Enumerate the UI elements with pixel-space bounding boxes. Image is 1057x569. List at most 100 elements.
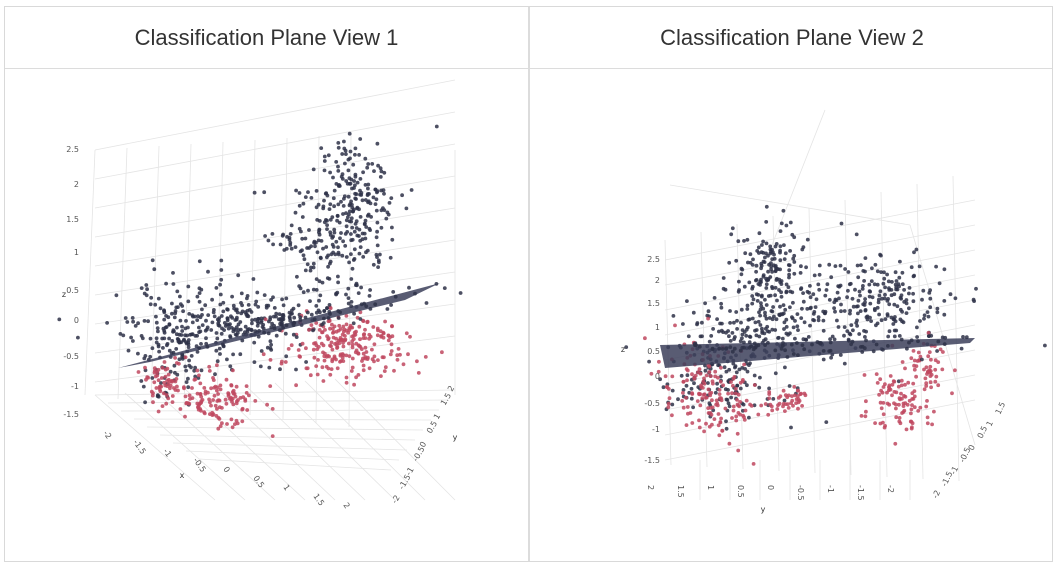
data-point-dark xyxy=(195,294,200,299)
data-point-dark xyxy=(808,323,812,328)
data-point-dark xyxy=(893,270,898,275)
data-point-dark xyxy=(770,327,775,332)
data-point-red xyxy=(892,401,896,406)
data-point-dark xyxy=(268,317,272,322)
data-point-dark xyxy=(780,312,785,317)
data-point-dark xyxy=(796,353,800,357)
data-point-red xyxy=(230,425,235,430)
data-point-red xyxy=(210,410,215,415)
data-point-dark xyxy=(722,365,727,370)
data-point-dark xyxy=(863,335,867,339)
data-point-dark xyxy=(915,325,919,330)
data-point-dark xyxy=(911,291,915,296)
data-point-dark xyxy=(804,338,809,342)
data-point-dark xyxy=(767,386,771,391)
data-point-dark xyxy=(164,325,169,329)
data-point-dark xyxy=(347,203,352,208)
data-point-dark xyxy=(238,352,243,357)
x-tick-label: -2 xyxy=(101,429,113,441)
data-point-dark xyxy=(204,336,208,341)
gridline xyxy=(94,207,456,267)
data-point-dark xyxy=(757,231,762,236)
data-point-dark xyxy=(782,257,787,261)
z-tick-label: 2 xyxy=(655,276,660,285)
data-point-dark xyxy=(245,308,250,313)
data-point-red xyxy=(929,385,933,390)
data-point-dark xyxy=(357,153,361,157)
data-point-dark xyxy=(291,332,296,337)
data-point-dark xyxy=(731,361,736,366)
data-point-dark xyxy=(787,268,792,273)
data-point-red xyxy=(363,327,367,332)
data-point-dark xyxy=(814,297,819,302)
data-point-red xyxy=(218,383,223,388)
data-point-red xyxy=(880,390,885,395)
data-point-dark xyxy=(907,340,911,345)
data-point-dark xyxy=(229,325,234,330)
data-point-dark xyxy=(231,352,236,357)
data-point-dark xyxy=(258,364,263,369)
data-point-dark xyxy=(748,361,752,366)
data-point-red xyxy=(154,386,159,390)
data-point-red xyxy=(925,415,930,420)
data-point-dark xyxy=(782,243,786,248)
data-point-red xyxy=(350,356,355,361)
data-point-red xyxy=(305,366,310,371)
data-point-dark xyxy=(928,305,933,310)
data-point-red xyxy=(734,418,739,423)
data-point-red xyxy=(199,394,204,399)
data-point-red xyxy=(156,378,161,383)
data-point-dark xyxy=(262,293,267,297)
data-point-dark xyxy=(779,294,784,299)
data-point-red xyxy=(216,398,221,402)
gridline xyxy=(120,409,440,412)
data-point-red xyxy=(165,366,170,371)
data-point-red xyxy=(343,338,347,343)
data-point-red xyxy=(928,364,933,369)
data-point-dark xyxy=(728,339,733,343)
data-point-dark xyxy=(385,210,390,215)
data-point-dark xyxy=(348,156,352,161)
data-point-red xyxy=(713,369,718,374)
data-point-dark xyxy=(821,318,826,323)
data-point-dark xyxy=(882,296,887,301)
data-point-red xyxy=(911,349,916,353)
data-point-red xyxy=(914,364,919,368)
data-point-dark xyxy=(724,369,729,374)
data-point-dark xyxy=(295,274,299,279)
data-point-red xyxy=(349,369,354,373)
data-point-dark xyxy=(768,244,773,249)
data-point-red xyxy=(878,421,883,426)
data-point-dark xyxy=(864,338,868,343)
data-point-red xyxy=(173,356,178,360)
data-point-red xyxy=(152,380,157,385)
data-point-dark xyxy=(860,287,865,291)
data-point-dark xyxy=(307,228,311,232)
data-point-dark xyxy=(183,364,188,369)
data-point-red xyxy=(706,387,711,392)
data-point-red xyxy=(356,373,361,377)
data-point-dark xyxy=(904,311,909,315)
data-point-dark xyxy=(907,306,911,311)
data-point-dark xyxy=(203,328,208,333)
data-point-red xyxy=(316,345,321,349)
data-point-dark xyxy=(219,268,224,272)
data-point-dark xyxy=(154,314,158,319)
data-point-dark xyxy=(685,299,689,303)
data-point-dark xyxy=(745,303,750,308)
data-point-red xyxy=(207,369,212,373)
data-point-dark xyxy=(200,313,204,317)
data-point-dark xyxy=(743,367,747,371)
data-point-red xyxy=(735,398,739,402)
data-point-dark xyxy=(759,250,764,255)
chart-1-series-red xyxy=(136,305,444,438)
data-point-dark xyxy=(875,269,880,274)
data-point-dark xyxy=(136,321,141,326)
data-point-dark xyxy=(918,319,922,323)
data-point-red xyxy=(890,382,895,387)
data-point-dark xyxy=(301,201,306,206)
data-point-red xyxy=(887,402,892,407)
data-point-red xyxy=(367,332,372,337)
data-point-dark xyxy=(371,262,376,267)
data-point-dark xyxy=(328,170,332,175)
